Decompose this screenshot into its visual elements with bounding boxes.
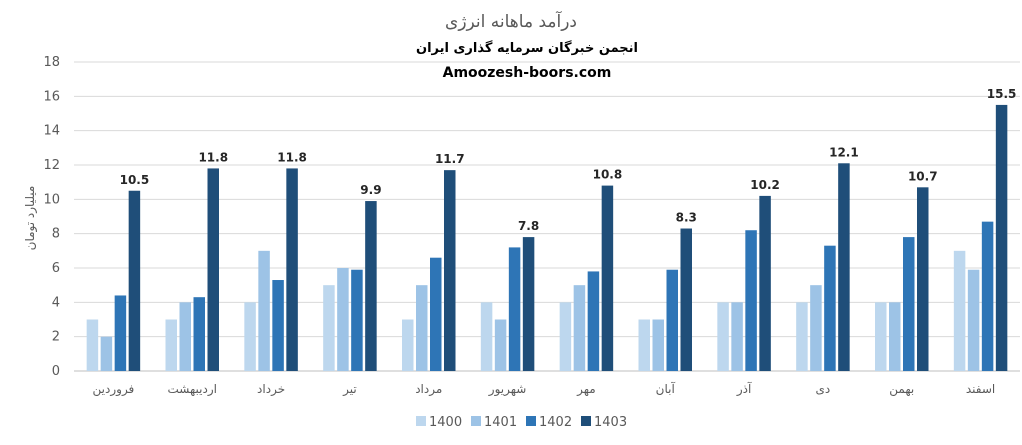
y-tick-label: 2 <box>52 330 60 345</box>
legend-label: 1400 <box>429 415 462 430</box>
legend-swatch-1402 <box>526 416 536 426</box>
legend: 1400 1401 1402 1403 <box>416 415 627 430</box>
data-label: 12.1 <box>829 145 859 159</box>
x-tick-label: آبان <box>656 381 676 396</box>
x-tick-label: خرداد <box>257 382 285 397</box>
chart-watermark: Amoozesh-boors.com <box>443 65 612 81</box>
data-label: 10.8 <box>593 168 623 182</box>
bar-1402-4 <box>430 257 442 371</box>
bar-1401-9 <box>810 285 822 371</box>
bar-1402-1 <box>193 297 205 371</box>
x-tick-label: مهر <box>576 382 596 397</box>
bar-1401-4 <box>416 285 428 371</box>
x-tick-label: اردیبهشت <box>168 382 217 397</box>
bar-1401-1 <box>179 302 191 371</box>
bar-1400-6 <box>559 302 572 371</box>
y-tick-label: 12 <box>43 158 60 173</box>
bar-1400-5 <box>480 302 493 371</box>
x-tick-label: اسفند <box>966 382 995 396</box>
bar-1402-11 <box>981 221 994 371</box>
legend-swatch-1403 <box>581 416 591 426</box>
bar-1400-3 <box>323 285 335 371</box>
x-tick-label: آذر <box>736 381 752 397</box>
bar-1400-8 <box>717 302 729 371</box>
bar-1402-2 <box>272 280 284 371</box>
legend-label: 1402 <box>539 415 572 430</box>
data-label: 10.7 <box>908 169 938 183</box>
data-label: 9.9 <box>360 183 381 197</box>
data-label: 15.5 <box>987 87 1017 101</box>
y-tick-label: 0 <box>52 364 60 379</box>
bar-1402-9 <box>824 245 836 371</box>
data-label: 10.5 <box>120 173 150 187</box>
y-tick-label: 4 <box>52 295 60 310</box>
bar-1403-0 <box>128 190 141 371</box>
bar-1403-2 <box>286 168 298 371</box>
y-tick-label: 8 <box>52 227 60 242</box>
bar-1401-3 <box>337 268 349 371</box>
plot-area: 0 2 4 6 8 10 12 14 16 18 10.5 فروردین 11.8 اردیبهشت 11… <box>43 55 1020 397</box>
bar-1401-7 <box>652 319 664 371</box>
bar-1401-8 <box>731 302 743 371</box>
chart-subtitle: انجمن خبرگان سرمایه گذاری ایران <box>416 40 638 56</box>
bar-1400-1 <box>165 319 177 371</box>
bar-1401-11 <box>967 269 980 371</box>
bar-1403-8 <box>759 195 771 371</box>
bar-1400-9 <box>796 302 808 371</box>
bar-1400-2 <box>244 302 256 371</box>
data-label: 11.8 <box>198 150 228 164</box>
bar-1401-2 <box>258 250 270 371</box>
bar-1400-7 <box>638 319 650 371</box>
data-label: 11.7 <box>435 152 465 166</box>
bar-1401-5 <box>494 319 507 371</box>
legend-swatch-1401 <box>471 416 481 426</box>
bar-1403-3 <box>365 201 377 371</box>
y-tick-label: 14 <box>43 124 60 139</box>
bar-1403-5 <box>522 237 535 371</box>
bar-1401-6 <box>573 285 586 371</box>
x-tick-label: مرداد <box>415 382 442 397</box>
y-tick-label: 6 <box>52 261 60 276</box>
x-tick-label: شهریور <box>488 382 527 397</box>
x-tick-label: فروردین <box>93 382 135 397</box>
chart-title: درآمد ماهانه انرژی <box>445 10 577 32</box>
data-label: 8.3 <box>676 211 697 225</box>
bar-1400-10 <box>875 302 887 371</box>
bar-1403-11 <box>995 104 1008 372</box>
bar-1403-1 <box>207 168 219 371</box>
y-tick-label: 10 <box>43 192 60 207</box>
bar-1402-6 <box>587 271 600 371</box>
legend-label: 1403 <box>594 415 627 430</box>
bar-1400-4 <box>402 319 414 371</box>
bar-1402-10 <box>903 237 915 371</box>
legend-label: 1401 <box>484 415 517 430</box>
y-tick-label: 18 <box>43 55 60 70</box>
data-label: 7.8 <box>518 219 539 233</box>
x-tick-label: دی <box>816 382 831 396</box>
bar-1401-0 <box>100 336 113 371</box>
bar-1402-5 <box>508 247 521 371</box>
bar-1403-4 <box>444 170 456 371</box>
bar-1402-8 <box>745 230 757 371</box>
bar-1402-7 <box>666 269 678 371</box>
bar-1402-3 <box>351 269 363 371</box>
x-tick-label: بهمن <box>889 382 914 397</box>
bar-1403-6 <box>601 185 614 371</box>
bar-1402-0 <box>114 295 127 371</box>
data-label: 11.8 <box>277 150 307 164</box>
legend-swatch-1400 <box>416 416 426 426</box>
x-tick-label: تیر <box>342 382 357 397</box>
bar-1400-0 <box>86 319 99 371</box>
y-axis-label: میلیارد تومان <box>23 186 38 251</box>
data-label: 10.2 <box>750 178 780 192</box>
y-tick-label: 16 <box>43 89 60 104</box>
bar-1403-9 <box>838 163 850 371</box>
bar-1400-11 <box>953 250 966 371</box>
bar-1403-7 <box>680 228 692 371</box>
bar-1403-10 <box>917 187 929 371</box>
bar-1401-10 <box>889 302 901 371</box>
